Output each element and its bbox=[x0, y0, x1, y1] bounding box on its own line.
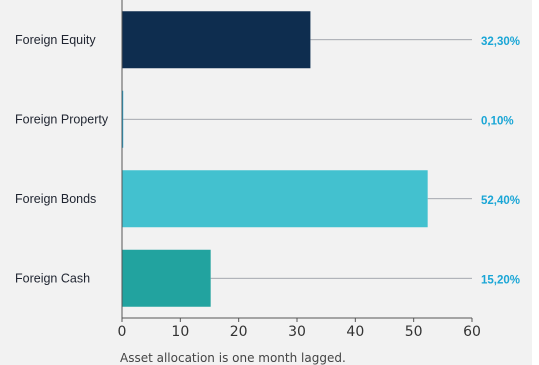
bar bbox=[122, 170, 428, 228]
x-axis: 0 10 20 30 40 50 60 bbox=[118, 0, 481, 340]
bar bbox=[122, 11, 311, 69]
value-label: 15,20% bbox=[481, 274, 520, 286]
x-tick-label: 40 bbox=[346, 324, 364, 340]
value-label: 32,30% bbox=[481, 36, 520, 48]
bar bbox=[122, 249, 211, 307]
bars-layer: Foreign Equity 32,30% Foreign Property 0,10… bbox=[15, 11, 520, 307]
category-label: Foreign Equity bbox=[15, 33, 96, 47]
x-tick-label: 30 bbox=[288, 324, 306, 340]
x-tick-label: 60 bbox=[463, 324, 481, 340]
x-tick-label: 0 bbox=[118, 324, 127, 340]
bar bbox=[122, 90, 124, 148]
value-label: 52,40% bbox=[481, 195, 520, 207]
x-tick-label: 20 bbox=[230, 324, 248, 340]
x-tick-label: 50 bbox=[405, 324, 423, 340]
category-label: Foreign Cash bbox=[15, 271, 90, 285]
footnote: Asset allocation is one month lagged. bbox=[120, 351, 346, 365]
x-tick-label: 10 bbox=[171, 324, 189, 340]
category-label: Foreign Property bbox=[15, 112, 109, 126]
value-label: 0,10% bbox=[481, 115, 514, 127]
category-label: Foreign Bonds bbox=[15, 192, 96, 206]
